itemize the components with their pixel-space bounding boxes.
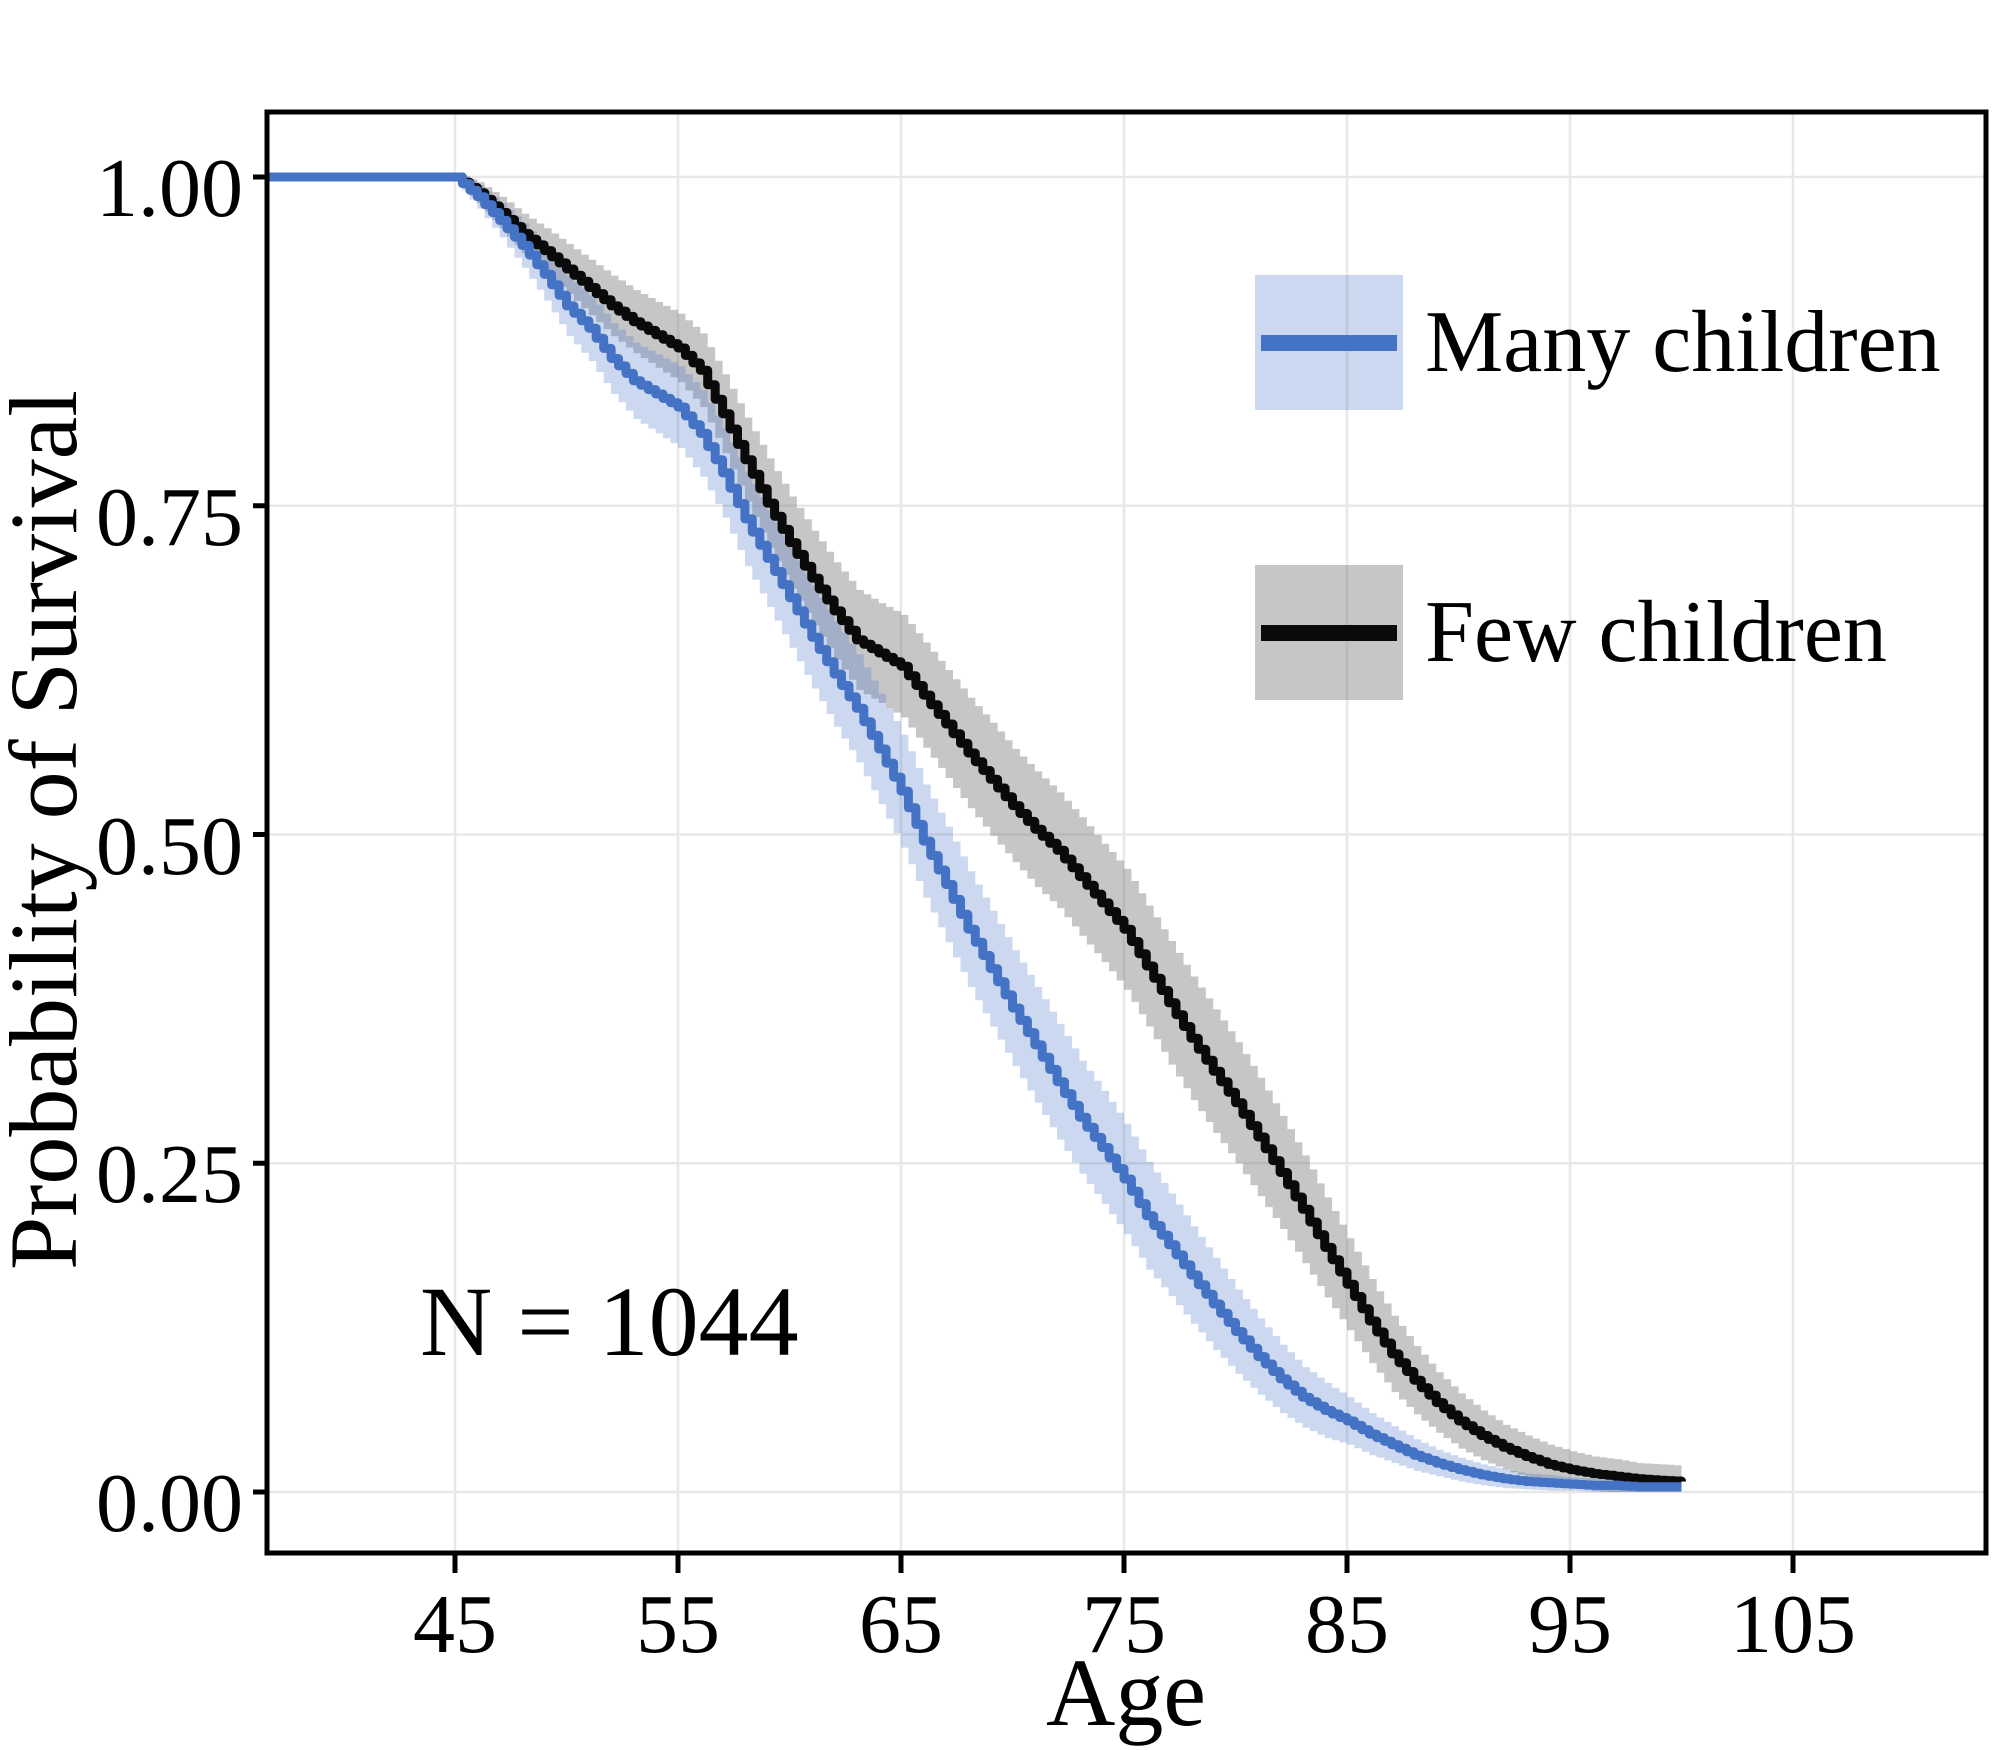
- km-curve-many-children: [267, 172, 1682, 1492]
- y-tick-label: 0.25: [96, 1128, 243, 1222]
- x-tick-label: 85: [1305, 1578, 1389, 1671]
- legend-line-many-children: [1261, 334, 1397, 351]
- legend-item-many-children: Many children: [1255, 275, 1975, 410]
- legend-label-many-children: Many children: [1425, 293, 1941, 391]
- legend-key-many-children: [1255, 275, 1403, 410]
- legend-label-few-children: Few children: [1425, 583, 1887, 681]
- legend-line-few-children: [1261, 624, 1397, 641]
- y-tick-label: 0.50: [96, 799, 243, 893]
- x-tick-label: 95: [1528, 1578, 1612, 1671]
- legend-key-few-children: [1255, 565, 1403, 700]
- sample-size-annotation: N = 1044: [420, 1266, 799, 1377]
- y-tick-label: 0.00: [96, 1457, 243, 1550]
- x-tick-label: 65: [859, 1578, 943, 1671]
- x-axis-title: Age: [1046, 1639, 1206, 1746]
- km-curve-few-children: [267, 172, 1686, 1486]
- x-tick-label: 55: [636, 1578, 720, 1671]
- x-tick-label: 105: [1730, 1578, 1856, 1671]
- legend-item-few-children: Few children: [1255, 565, 1975, 700]
- y-tick-label: 1.00: [96, 142, 243, 235]
- plot-panel: [267, 112, 1986, 1553]
- x-tick-label: 75: [1082, 1578, 1166, 1671]
- y-tick-label: 0.75: [96, 470, 243, 564]
- x-tick-label: 45: [413, 1578, 497, 1671]
